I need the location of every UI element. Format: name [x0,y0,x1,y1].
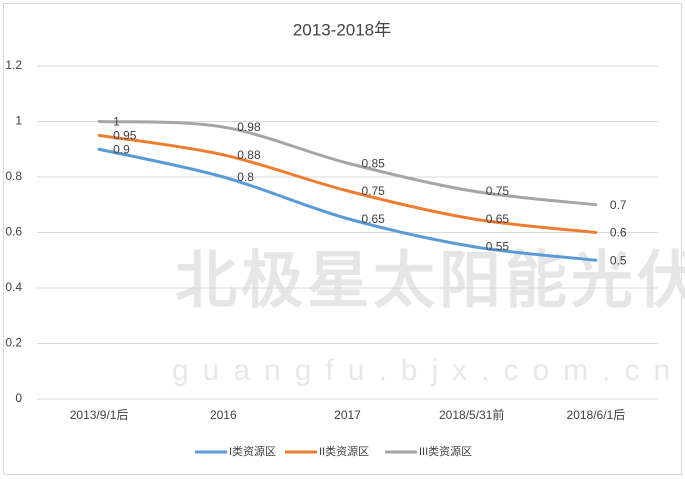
data-label: 0.85 [362,156,386,170]
x-tick-label: 2016 [210,408,237,422]
watermark-name: 北极星太阳能光伏网 [175,246,685,315]
data-label: 0.8 [237,170,254,184]
data-label: 0.5 [610,253,627,267]
watermark-url: guangfu.bjx.com.cn [172,354,684,387]
y-tick-label: 0.6 [5,225,22,239]
data-label: 0.88 [237,148,261,162]
x-tick-label: 2013/9/1后 [70,408,129,422]
data-label: 0.75 [486,184,510,198]
data-label: 0.9 [113,142,130,156]
y-tick-label: 1.2 [5,58,22,72]
y-tick-label: 0 [15,391,22,405]
y-tick-label: 0.2 [5,336,22,350]
data-label: 0.65 [486,212,510,226]
data-label: 0.7 [610,198,627,212]
y-tick-label: 0.8 [5,169,22,183]
data-label: 0.75 [362,184,386,198]
chart-frame [3,3,682,475]
data-label: 0.95 [113,129,137,143]
legend-label: III类资源区 [419,444,472,458]
x-tick-label: 2018/6/1后 [567,408,626,422]
data-label: 0.98 [237,120,261,134]
y-tick-label: 1 [15,114,22,128]
x-tick-label: 2017 [334,408,361,422]
x-tick-label: 2018/5/31前 [439,407,504,422]
y-tick-label: 0.4 [5,280,22,294]
data-label: 0.6 [610,226,627,240]
data-label: 0.65 [362,212,386,226]
series-line [97,133,598,234]
data-label: 0.55 [486,240,510,254]
legend-label: I类资源区 [229,444,276,458]
legend-label: II类资源区 [319,444,369,458]
series-line [97,120,598,207]
chart-title: 2013-2018年 [293,20,391,39]
series-line [97,147,598,262]
data-label: 1 [113,115,120,129]
